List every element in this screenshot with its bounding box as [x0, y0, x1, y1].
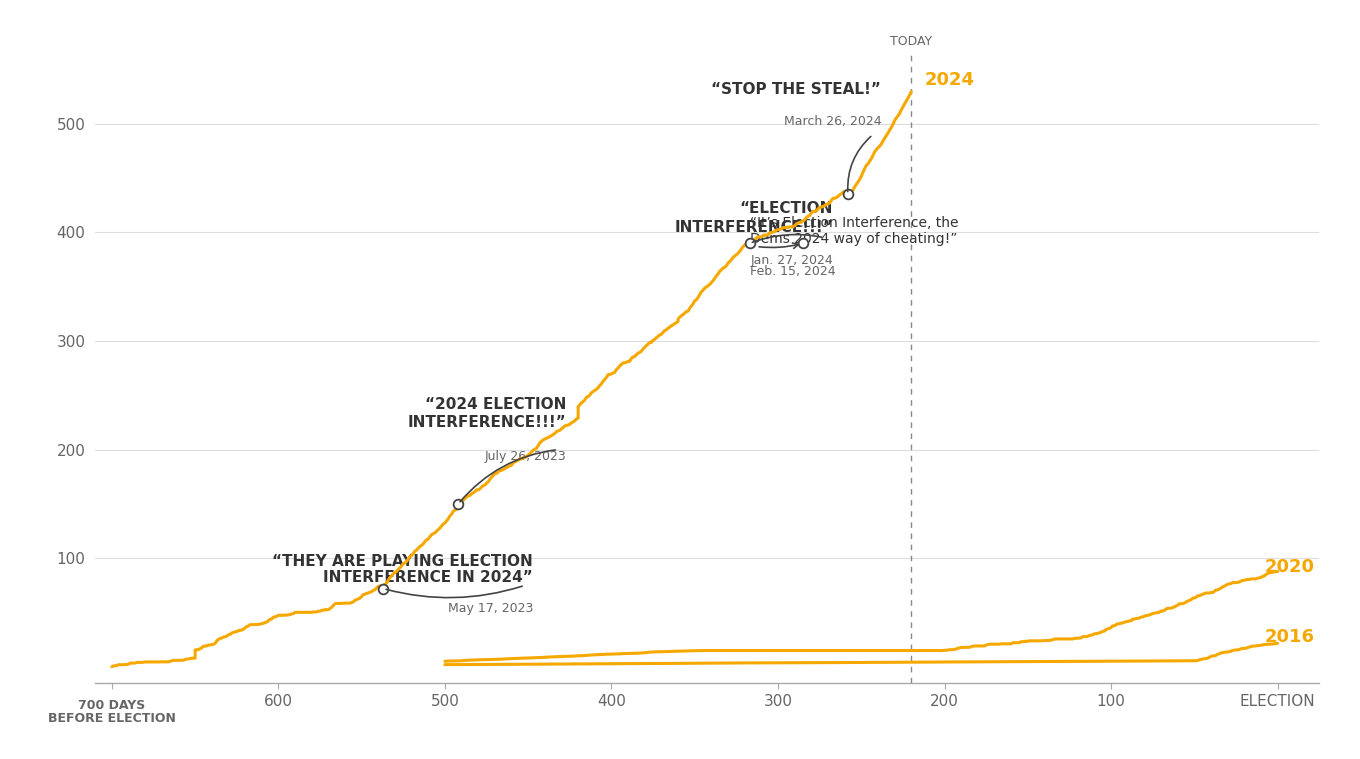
Text: “STOP THE STEAL!”: “STOP THE STEAL!” [711, 81, 881, 96]
Text: May 17, 2023: May 17, 2023 [447, 602, 533, 615]
Text: “It’s Election Interference, the: “It’s Election Interference, the [749, 216, 959, 230]
Text: 2024: 2024 [925, 71, 975, 90]
Text: “2024 ELECTION: “2024 ELECTION [426, 396, 567, 411]
Text: March 26, 2024: March 26, 2024 [783, 115, 881, 128]
Text: INTERFERENCE!!!”: INTERFERENCE!!!” [675, 219, 832, 235]
Text: Feb. 15, 2024: Feb. 15, 2024 [749, 265, 835, 278]
Text: Jan. 27, 2024: Jan. 27, 2024 [751, 254, 832, 267]
Text: 2016: 2016 [1265, 628, 1314, 647]
Text: “ELECTION: “ELECTION [740, 201, 832, 216]
Text: TODAY: TODAY [891, 35, 932, 48]
Text: 2020: 2020 [1265, 558, 1314, 576]
Text: INTERFERENCE IN 2024”: INTERFERENCE IN 2024” [324, 570, 533, 585]
Text: INTERFERENCE!!!”: INTERFERENCE!!!” [408, 415, 567, 430]
Text: July 26, 2023: July 26, 2023 [484, 449, 567, 462]
Text: 700 DAYS: 700 DAYS [79, 699, 146, 713]
Text: BEFORE ELECTION: BEFORE ELECTION [48, 713, 175, 726]
Text: “THEY ARE PLAYING ELECTION: “THEY ARE PLAYING ELECTION [272, 554, 533, 569]
Text: Dems 2024 way of cheating!”: Dems 2024 way of cheating!” [749, 232, 957, 247]
